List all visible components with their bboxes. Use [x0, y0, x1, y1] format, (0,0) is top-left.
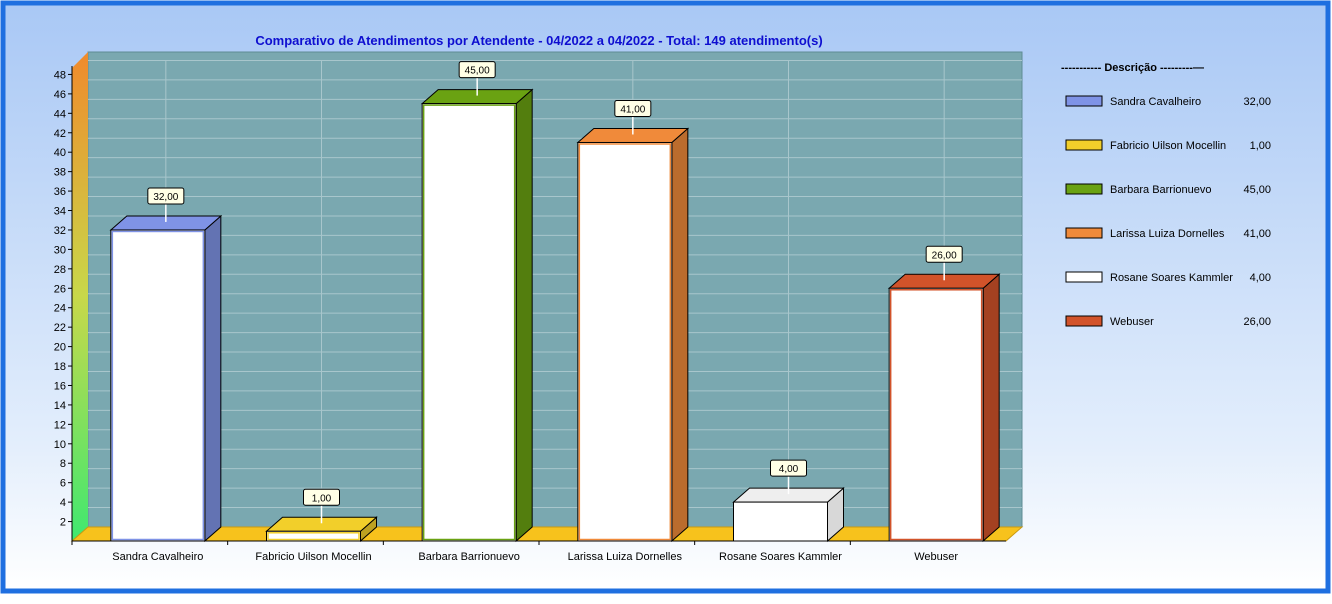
- legend-label: Barbara Barrionuevo: [1110, 184, 1212, 196]
- legend-label: Fabricio Uilson Mocellin: [1110, 140, 1226, 152]
- data-label: 26,00: [925, 245, 963, 263]
- y-tick-label: 20: [54, 342, 66, 354]
- y-tick-label: 26: [54, 283, 66, 295]
- svg-text:45,00: 45,00: [465, 66, 490, 77]
- y-tick-label: 4: [60, 497, 66, 509]
- y-tick-label: 12: [54, 419, 66, 431]
- grid-lines: [88, 59, 1022, 527]
- x-tick-label: Fabricio Uilson Mocellin: [255, 551, 371, 563]
- y-tick-label: 8: [60, 458, 66, 470]
- y-tick-label: 36: [54, 186, 66, 198]
- y-tick-label: 16: [54, 380, 66, 392]
- legend: ----------- Descrição ---------— Sandra …: [1061, 62, 1271, 328]
- legend-value: 45,00: [1243, 184, 1271, 196]
- y-tick-label: 46: [54, 89, 66, 101]
- svg-text:1,00: 1,00: [312, 493, 332, 504]
- x-axis-labels: Sandra Cavalheiro Fabricio Uilson Mocelli…: [71, 541, 958, 563]
- bar: 1,00: [265, 488, 378, 543]
- data-label: 45,00: [458, 61, 496, 79]
- y-tick-label: 6: [60, 478, 66, 490]
- bar: 41,00: [576, 99, 690, 543]
- legend-swatch: [1065, 227, 1103, 239]
- bar: 45,00: [420, 61, 534, 543]
- legend-entry: Sandra Cavalheiro 32,00: [1065, 95, 1271, 108]
- legend-value: 32,00: [1243, 96, 1271, 108]
- legend-entry: Larissa Luiza Dornelles 41,00: [1065, 227, 1271, 240]
- data-label: 32,00: [147, 187, 185, 205]
- legend-swatch: [1065, 183, 1103, 195]
- y-tick-label: 42: [54, 128, 66, 140]
- y-tick-label: 24: [54, 303, 66, 315]
- legend-value: 4,00: [1250, 272, 1271, 284]
- bar: 32,00: [109, 187, 223, 543]
- y-tick-label: 10: [54, 439, 66, 451]
- x-tick-label: Barbara Barrionuevo: [418, 551, 520, 563]
- chart-title: Comparativo de Atendimentos por Atendent…: [255, 33, 822, 48]
- bars: 32,00 1,00 45,00 41,00 4,00 26,00: [109, 61, 1001, 543]
- y-tick-label: 32: [54, 225, 66, 237]
- svg-text:4,00: 4,00: [779, 464, 799, 475]
- legend-value: 26,00: [1243, 316, 1271, 328]
- x-tick-label: Webuser: [914, 551, 958, 563]
- x-tick-label: Sandra Cavalheiro: [112, 551, 203, 563]
- plot-back-wall: [87, 51, 1023, 528]
- y-tick-label: 44: [54, 108, 66, 120]
- legend-entry: Barbara Barrionuevo 45,00: [1065, 183, 1271, 196]
- legend-entry: Webuser 26,00: [1065, 315, 1271, 328]
- legend-value: 41,00: [1243, 228, 1271, 240]
- svg-text:41,00: 41,00: [620, 104, 645, 115]
- y-tick-label: 22: [54, 322, 66, 334]
- svg-text:32,00: 32,00: [153, 192, 178, 203]
- legend-swatch: [1065, 139, 1103, 151]
- legend-swatch: [1065, 95, 1103, 107]
- legend-swatch: [1065, 271, 1103, 283]
- y-tick-label: 40: [54, 147, 66, 159]
- y-tick-label: 34: [54, 206, 66, 218]
- data-label: 1,00: [303, 488, 340, 506]
- legend-swatch: [1065, 315, 1103, 327]
- legend-label: Rosane Soares Kammler: [1110, 272, 1233, 284]
- legend-label: Webuser: [1110, 316, 1154, 328]
- y-tick-label: 18: [54, 361, 66, 373]
- legend-entry: Rosane Soares Kammler 4,00: [1065, 271, 1271, 284]
- y-tick-label: 48: [54, 69, 66, 81]
- y-tick-label: 28: [54, 264, 66, 276]
- data-label: 4,00: [770, 459, 807, 477]
- x-tick-label: Rosane Soares Kammler: [719, 551, 842, 563]
- bar: 4,00: [732, 459, 845, 543]
- data-label: 41,00: [614, 99, 652, 117]
- y-tick-label: 38: [54, 167, 66, 179]
- bar: 26,00: [887, 245, 1001, 543]
- y-tick-label: 2: [60, 517, 66, 529]
- legend-value: 1,00: [1250, 140, 1271, 152]
- y-tick-label: 14: [54, 400, 66, 412]
- y-tick-label: 30: [54, 244, 66, 256]
- legend-label: Larissa Luiza Dornelles: [1110, 228, 1225, 240]
- svg-text:26,00: 26,00: [932, 250, 957, 261]
- legend-entry: Fabricio Uilson Mocellin 1,00: [1065, 139, 1271, 152]
- legend-label: Sandra Cavalheiro: [1110, 96, 1201, 108]
- plot-side-wall: [72, 52, 88, 541]
- legend-title: ----------- Descrição ---------—: [1061, 62, 1204, 74]
- x-tick-label: Larissa Luiza Dornelles: [568, 551, 683, 563]
